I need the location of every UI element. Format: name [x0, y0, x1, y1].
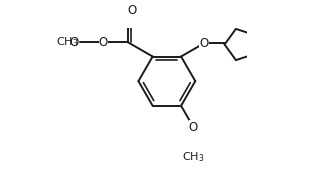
Text: CH$_3$: CH$_3$	[182, 150, 205, 164]
Text: O: O	[189, 121, 198, 134]
Text: CH$_3$: CH$_3$	[56, 35, 79, 49]
Text: O: O	[99, 36, 108, 49]
Text: O: O	[127, 4, 136, 17]
Text: O: O	[70, 36, 79, 49]
Text: O: O	[199, 37, 208, 50]
